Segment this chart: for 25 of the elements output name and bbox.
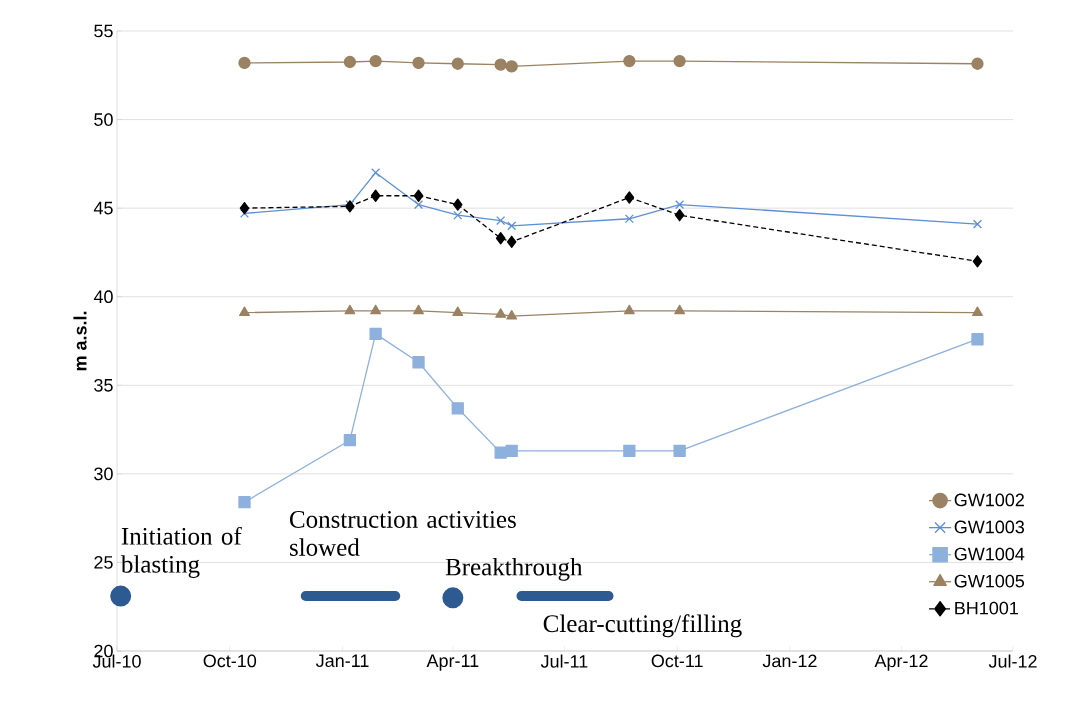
x-tick-label: Jan-11 <box>315 654 369 668</box>
legend-label: GW1004 <box>954 547 1025 561</box>
x-tick-label: Oct-10 <box>203 654 257 668</box>
y-tick-label: 45 <box>93 201 113 215</box>
legend-label: BH1001 <box>955 601 1018 615</box>
legend-label: GW1003 <box>954 520 1025 534</box>
y-tick-label: 30 <box>94 467 113 481</box>
x-tick-label: Apr-11 <box>426 654 479 671</box>
y-tick-label: 50 <box>94 113 113 126</box>
annotation: Breakthrough <box>445 557 583 581</box>
x-tick-label: Jul-12 <box>988 654 1037 668</box>
x-tick-label: Jan-12 <box>762 654 817 668</box>
y-tick-label: 35 <box>94 378 113 392</box>
annotation: Initiation of blasting <box>120 526 242 578</box>
y-tick-label: 55 <box>94 24 113 38</box>
y-tick-label: 40 <box>93 290 113 304</box>
legend-label: GW1005 <box>954 574 1025 588</box>
y-tick-label: 25 <box>94 556 113 569</box>
x-tick-label: Apr-12 <box>874 654 928 671</box>
x-tick-label: Jul-11 <box>540 654 588 668</box>
y-axis-title: m a.s.l. <box>73 311 87 371</box>
annotation: Construction activities slowed <box>290 511 516 556</box>
legend-label: GW1002 <box>954 493 1024 507</box>
annotation: Clear-cutting/filling <box>543 614 742 638</box>
x-tick-label: Oct-11 <box>651 654 703 668</box>
